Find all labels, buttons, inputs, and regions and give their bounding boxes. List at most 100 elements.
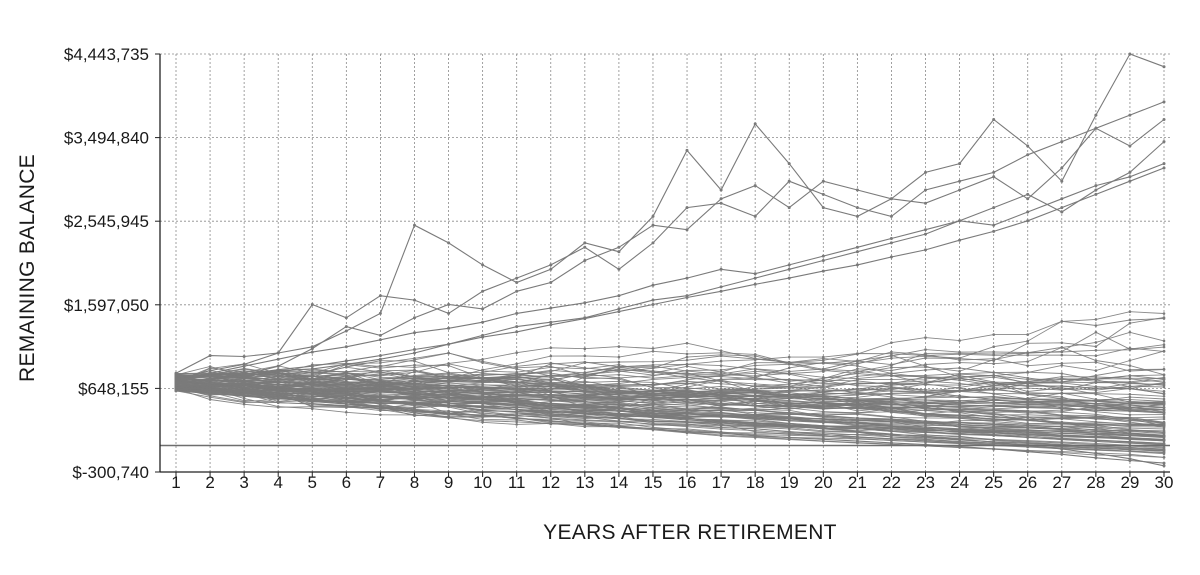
simulation-point <box>242 381 246 385</box>
simulation-point <box>1026 431 1029 434</box>
simulation-path <box>175 318 1165 383</box>
simulation-point <box>924 379 927 383</box>
simulation-point <box>651 381 655 384</box>
simulation-point <box>1026 153 1030 157</box>
simulation-point <box>583 301 587 305</box>
simulation-point <box>651 363 655 367</box>
simulation-point <box>311 392 314 396</box>
simulation-point <box>1128 449 1132 453</box>
simulation-point <box>890 389 893 393</box>
simulation-point <box>1128 113 1132 117</box>
x-tick-label: 13 <box>575 473 594 492</box>
simulation-point <box>413 331 416 335</box>
simulation-point <box>1060 447 1064 451</box>
simulation-point <box>685 418 689 422</box>
simulation-point <box>242 355 246 358</box>
simulation-point <box>617 310 621 314</box>
simulation-point <box>1026 360 1029 363</box>
simulation-point <box>753 184 757 188</box>
simulation-point <box>1128 179 1132 183</box>
simulation-point <box>1060 362 1064 365</box>
simulation-point <box>651 421 655 425</box>
simulation-point <box>855 245 859 249</box>
simulation-point <box>1162 424 1166 427</box>
simulation-point <box>1060 206 1064 210</box>
simulation-point <box>413 378 416 381</box>
simulation-point <box>208 354 212 358</box>
simulation-point <box>617 380 621 383</box>
simulation-point <box>821 437 825 441</box>
simulation-point <box>924 188 927 192</box>
simulation-point <box>617 393 621 397</box>
simulation-point <box>1162 403 1166 407</box>
simulation-point <box>549 362 553 366</box>
simulation-point <box>787 403 791 407</box>
simulation-point <box>924 435 927 439</box>
simulation-point <box>617 373 621 377</box>
simulation-point <box>889 214 893 218</box>
x-tick-label: 4 <box>273 473 282 492</box>
x-tick-label: 17 <box>712 473 731 492</box>
simulation-point <box>583 425 587 429</box>
simulation-point <box>1094 345 1098 348</box>
simulation-point <box>344 345 348 349</box>
x-tick-label: 1 <box>171 473 180 492</box>
simulation-point <box>924 398 927 402</box>
simulation-point <box>379 392 382 396</box>
simulation-point <box>515 376 518 379</box>
simulation-path <box>175 388 1165 408</box>
simulation-point <box>856 369 859 373</box>
simulation-point <box>413 370 416 373</box>
simulation-point <box>753 404 757 408</box>
simulation-point <box>924 440 927 444</box>
simulation-point <box>345 411 348 414</box>
simulation-point <box>719 414 723 417</box>
simulation-point <box>1162 345 1166 349</box>
simulation-point <box>753 401 757 405</box>
simulation-point <box>481 379 484 382</box>
simulation-point <box>242 390 246 394</box>
simulation-point <box>685 392 689 396</box>
simulation-point <box>1094 379 1098 383</box>
simulation-point <box>787 391 791 394</box>
simulation-point <box>890 366 893 369</box>
simulation-point <box>379 379 382 382</box>
simulation-point <box>1060 422 1064 426</box>
simulation-point <box>583 376 587 379</box>
simulation-point <box>1162 434 1166 438</box>
simulation-point <box>1060 399 1064 403</box>
simulation-point <box>787 422 791 425</box>
simulation-point <box>617 414 621 417</box>
simulation-point <box>821 192 825 196</box>
simulation-point <box>549 354 553 358</box>
simulation-point <box>787 424 791 428</box>
simulation-point <box>992 350 995 354</box>
simulation-point <box>447 372 450 376</box>
simulation-point <box>719 407 723 410</box>
simulation-point <box>685 412 689 416</box>
simulation-point <box>378 354 382 358</box>
simulation-point <box>515 410 518 413</box>
simulation-point <box>1128 423 1132 427</box>
simulation-point <box>413 380 416 384</box>
simulation-point <box>992 175 996 179</box>
y-tick-label: $-300,740 <box>72 463 149 482</box>
simulation-point <box>515 281 519 284</box>
simulation-path <box>175 381 1165 441</box>
simulation-point <box>924 248 927 252</box>
simulation-point <box>1026 192 1030 196</box>
simulation-point <box>344 316 348 320</box>
simulation-point <box>242 387 246 391</box>
simulation-point <box>1026 371 1029 374</box>
simulation-point <box>685 372 689 376</box>
y-tick-label: $1,597,050 <box>64 296 149 315</box>
simulation-point <box>378 384 382 388</box>
simulation-point <box>889 241 893 245</box>
simulation-point <box>822 431 825 435</box>
simulation-point <box>481 398 484 402</box>
simulation-point <box>787 395 791 399</box>
simulation-point <box>174 389 178 393</box>
simulation-point <box>583 259 587 262</box>
simulation-point <box>379 371 382 374</box>
simulation-point <box>515 325 519 329</box>
